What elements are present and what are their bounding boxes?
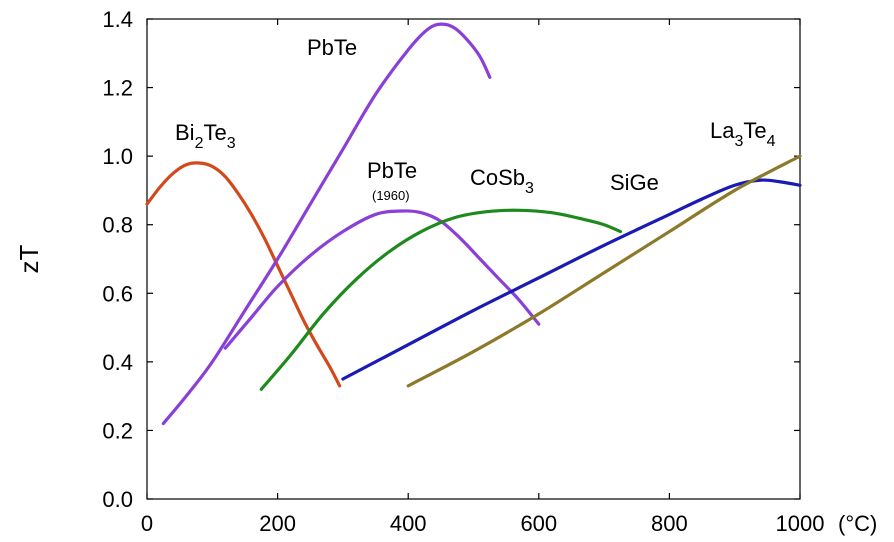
curve-labels: Bi2Te3 PbTe PbTe (1960) CoSb3 SiGe La3Te… (175, 35, 776, 203)
y-axis-title: zT (14, 244, 44, 273)
axes: 0 200 400 600 800 1000 (°C) 0.0 0.2 0.4 0.6 0.8 1.0 1… (14, 7, 877, 536)
x-tick-label: 600 (520, 511, 557, 536)
x-tick-label: 1000 (776, 511, 825, 536)
label-pbte-1960-year: (1960) (372, 188, 410, 203)
y-tick-label: 1.0 (102, 144, 133, 169)
x-axis-unit: (°C) (838, 511, 877, 536)
label-pbte-1960: PbTe (367, 158, 417, 183)
series-line-la3te4 (406, 154, 802, 388)
y-tick-label: 0.8 (102, 213, 133, 238)
label-cosb3: CoSb3 (470, 165, 534, 197)
series-line-sige (341, 178, 802, 381)
series-line-cosb3 (259, 208, 623, 391)
y-tick-label: 1.2 (102, 76, 133, 101)
series-line-pbte-1960 (223, 209, 541, 350)
series-line-bi2te3 (145, 161, 342, 388)
y-tick-label: 0.0 (102, 487, 133, 512)
x-tick-label: 200 (259, 511, 296, 536)
x-tick-label: 400 (390, 511, 427, 536)
series-line-pbte (161, 22, 492, 426)
y-tick-label: 0.6 (102, 281, 133, 306)
x-tick-label: 800 (651, 511, 688, 536)
curves (145, 22, 802, 426)
y-tick-label: 1.4 (102, 7, 133, 32)
label-sige: SiGe (610, 170, 659, 195)
label-pbte: PbTe (307, 35, 357, 60)
plot-frame (146, 18, 801, 500)
x-tick-label: 0 (141, 511, 153, 536)
y-tick-label: 0.4 (102, 350, 133, 375)
label-la3te4: La3Te4 (710, 118, 776, 150)
y-tick-label: 0.2 (102, 418, 133, 443)
label-bi2te3: Bi2Te3 (175, 120, 236, 152)
